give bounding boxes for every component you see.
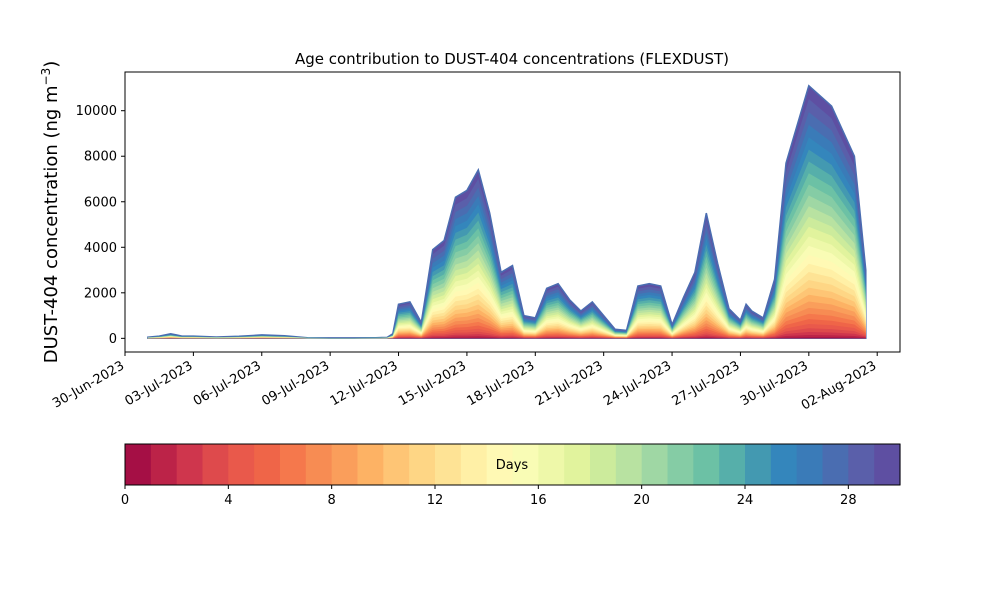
colorbar-tick-label: 16 xyxy=(530,493,547,508)
x-axis: 30-Jun-202303-Jul-202306-Jul-202309-Jul-… xyxy=(50,352,879,414)
x-tick-label: 02-Aug-2023 xyxy=(799,358,879,413)
y-tick-label: 6000 xyxy=(84,195,117,210)
colorbar xyxy=(125,444,901,485)
colorbar-label: Days xyxy=(496,458,529,473)
x-tick-label: 21-Jul-2023 xyxy=(533,358,606,409)
y-tick-label: 10000 xyxy=(76,104,117,119)
colorbar-segment xyxy=(641,444,669,485)
x-tick-label: 06-Jul-2023 xyxy=(191,358,264,409)
x-tick-label: 24-Jul-2023 xyxy=(601,358,674,409)
colorbar-segment xyxy=(667,444,694,485)
y-tick-label: 0 xyxy=(109,332,117,347)
colorbar-segment xyxy=(460,444,488,485)
colorbar-segment xyxy=(228,444,255,485)
y-axis-label-superscript: −3 xyxy=(39,68,53,86)
colorbar-segment xyxy=(383,444,410,485)
colorbar-segment xyxy=(874,444,901,485)
colorbar-segment xyxy=(125,444,152,485)
y-axis-label-main: DUST-404 concentration (ng m xyxy=(41,85,62,363)
colorbar-segment xyxy=(693,444,720,485)
colorbar-segment xyxy=(435,444,462,485)
plot-frame xyxy=(124,71,901,353)
colorbar-segment xyxy=(176,444,204,485)
y-tick-label: 2000 xyxy=(84,286,117,301)
x-tick-label: 03-Jul-2023 xyxy=(123,358,196,409)
colorbar-segment xyxy=(202,444,229,485)
x-tick-label: 18-Jul-2023 xyxy=(464,358,537,409)
age-layer-0 xyxy=(147,337,866,339)
x-tick-label: 27-Jul-2023 xyxy=(670,358,743,409)
colorbar-segment xyxy=(615,444,643,485)
y-axis: 0 2000 4000 6000 8000 10000 xyxy=(76,104,125,347)
colorbar-tick-label: 24 xyxy=(737,493,754,508)
y-tick-label: 8000 xyxy=(84,150,117,165)
x-tick-label: 12-Jul-2023 xyxy=(328,358,401,409)
y-axis-label: DUST-404 concentration (ng m−3) xyxy=(39,61,62,364)
colorbar-segment xyxy=(564,444,591,485)
colorbar-tick-label: 28 xyxy=(840,493,857,508)
colorbar-segment xyxy=(538,444,565,485)
colorbar-tick-label: 8 xyxy=(328,493,336,508)
colorbar-segment xyxy=(357,444,384,485)
colorbar-tick-label: 0 xyxy=(121,493,129,508)
colorbar-segment xyxy=(770,444,798,485)
colorbar-segment xyxy=(822,444,849,485)
colorbar-segment xyxy=(590,444,617,485)
colorbar-segment xyxy=(848,444,875,485)
colorbar-segment xyxy=(512,444,539,485)
colorbar-segment xyxy=(486,444,514,485)
x-tick-label: 15-Jul-2023 xyxy=(396,358,469,409)
colorbar-tick-label: 12 xyxy=(427,493,444,508)
colorbar-segment xyxy=(796,444,824,485)
colorbar-tick-label: 20 xyxy=(633,493,650,508)
y-tick-label: 4000 xyxy=(84,241,117,256)
chart-title: Age contribution to DUST-404 concentrati… xyxy=(295,50,729,68)
colorbar-segment xyxy=(305,444,333,485)
x-tick-label: 30-Jun-2023 xyxy=(50,358,127,411)
colorbar-segment xyxy=(745,444,772,485)
colorbar-segment xyxy=(150,444,178,485)
stacked-age-areas xyxy=(147,84,867,340)
colorbar-axis: 0 4 8 12 16 20 24 28 xyxy=(121,485,857,508)
colorbar-tick-label: 4 xyxy=(224,493,232,508)
colorbar-segment xyxy=(331,444,359,485)
colorbar-segment xyxy=(280,444,307,485)
x-tick-label: 09-Jul-2023 xyxy=(259,358,332,409)
colorbar-frame xyxy=(124,443,901,486)
y-axis-label-close: ) xyxy=(41,61,62,68)
colorbar-segment xyxy=(719,444,746,485)
colorbar-segment xyxy=(409,444,436,485)
colorbar-segment xyxy=(254,444,281,485)
